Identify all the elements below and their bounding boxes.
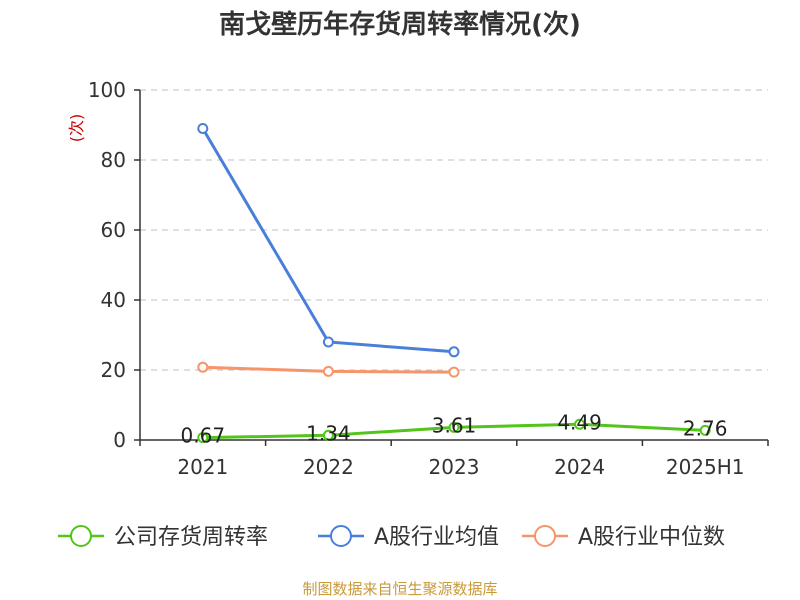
data-point [197, 432, 209, 444]
data-point [448, 366, 460, 378]
data-point [574, 418, 586, 430]
data-point [322, 429, 334, 441]
data-label: 3.61 [432, 413, 477, 437]
y-tick-label: 60 [101, 218, 126, 242]
legend-item[interactable]: 公司存货周转率 [58, 525, 268, 550]
x-tick-label: 2022 [303, 455, 354, 479]
x-tick-label: 2025H1 [666, 455, 745, 479]
legend-marker [534, 525, 556, 547]
x-tick-label: 2021 [177, 455, 228, 479]
x-tick-label: 2023 [429, 455, 480, 479]
chart-title: 南戈壁历年存货周转率情况(次) [219, 10, 581, 40]
series-line [201, 127, 455, 354]
data-point [197, 361, 209, 373]
y-tick-label: 40 [101, 288, 126, 312]
legend-item[interactable]: A股行业中位数 [522, 525, 725, 550]
legend-label: A股行业均值 [374, 525, 499, 550]
axes [134, 89, 769, 446]
y-tick-label: 80 [101, 148, 126, 172]
legend: 公司存货周转率 A股行业均值 A股行业中位数 [58, 525, 725, 550]
data-point [197, 123, 209, 134]
data-point [448, 346, 460, 358]
series-layer [197, 123, 711, 444]
legend-marker [70, 525, 92, 547]
data-point [699, 424, 711, 436]
data-label: 4.49 [557, 410, 602, 434]
data-point [322, 365, 334, 377]
grid-lines [140, 89, 768, 371]
legend-marker [330, 525, 352, 547]
data-labels: 0.67 1.34 3.61 4.49 2.76 [181, 410, 728, 447]
legend-label: 公司存货周转率 [114, 525, 268, 550]
legend-item[interactable]: A股行业均值 [318, 525, 499, 550]
x-tick-label: 2024 [554, 455, 605, 479]
y-tick-label: 0 [113, 428, 126, 452]
data-label: 1.34 [306, 421, 351, 445]
legend-label: A股行业中位数 [578, 525, 725, 550]
data-label: 0.67 [181, 424, 226, 448]
x-axis-ticks: 2021 2022 2023 2024 2025H1 [177, 455, 744, 479]
data-label: 2.76 [683, 416, 728, 440]
y-tick-label: 100 [88, 78, 126, 102]
y-axis-unit-label: (次) [67, 114, 86, 143]
data-point [322, 336, 334, 348]
y-tick-label: 20 [101, 358, 126, 382]
y-axis-ticks: 0 20 40 60 80 100 [88, 78, 126, 452]
data-source-note: 制图数据来自恒生聚源数据库 [302, 580, 498, 598]
data-point [448, 421, 460, 433]
